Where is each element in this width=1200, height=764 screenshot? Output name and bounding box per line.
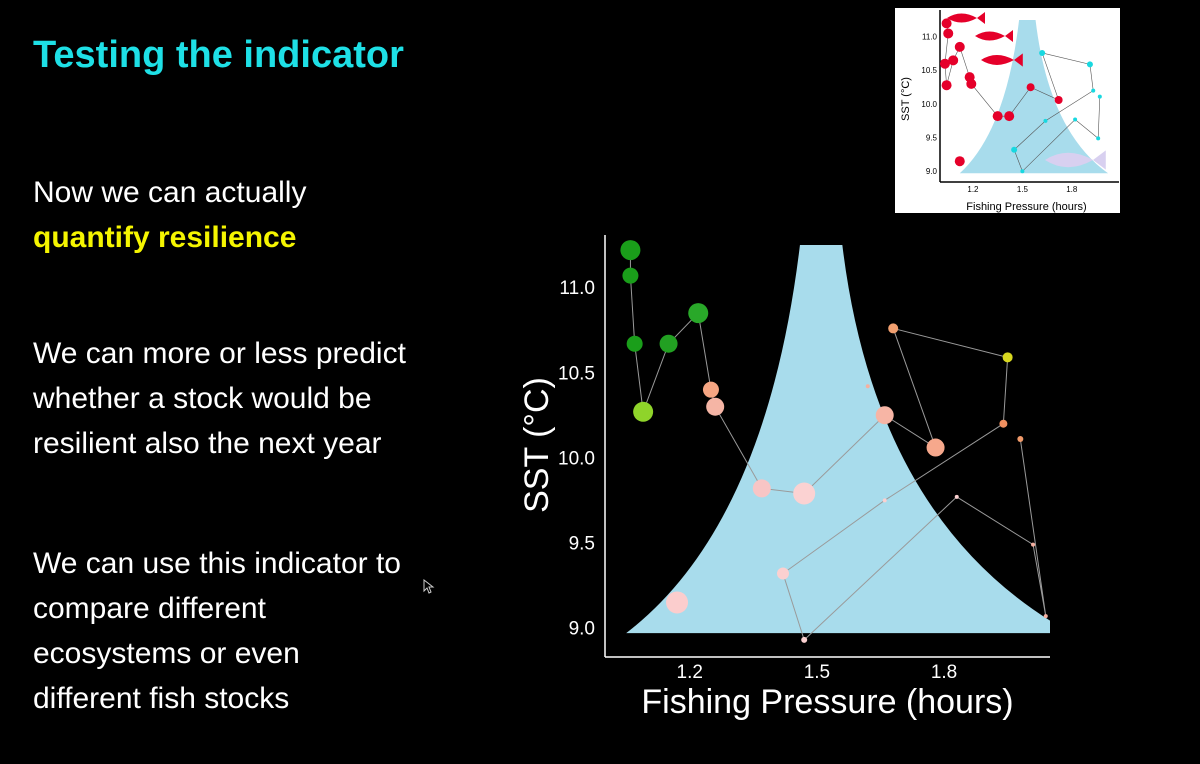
data-point xyxy=(992,111,1003,122)
fish-body xyxy=(981,53,1023,67)
data-point xyxy=(1004,111,1015,122)
fish-icon xyxy=(975,30,1013,42)
data-point xyxy=(688,303,709,324)
data-point xyxy=(777,567,789,580)
data-point xyxy=(801,636,808,643)
data-point xyxy=(706,397,725,416)
y-tick-label: 9.5 xyxy=(569,534,595,555)
fish-icon xyxy=(947,12,985,24)
data-point xyxy=(1097,94,1102,99)
data-point xyxy=(941,80,952,91)
fish-icon xyxy=(1045,150,1106,170)
data-point xyxy=(1011,146,1018,153)
paragraph-line: We can use this indicator to xyxy=(33,547,401,580)
fish-body xyxy=(1045,150,1106,170)
data-point xyxy=(702,381,719,398)
safe-zone-area xyxy=(626,245,1050,634)
data-point xyxy=(865,384,870,389)
data-point xyxy=(954,41,965,52)
data-point xyxy=(620,240,641,261)
paragraph-quantify: Now we can actually quantify resilience xyxy=(33,170,306,260)
x-tick-label: 1.5 xyxy=(804,662,830,683)
y-tick-label: 10.0 xyxy=(921,100,937,109)
data-point xyxy=(752,479,771,498)
data-point xyxy=(1096,136,1101,141)
y-axis-label: SST (°C) xyxy=(518,377,556,513)
trajectory-line xyxy=(629,250,1047,641)
data-point xyxy=(948,55,959,66)
y-tick-label: 9.0 xyxy=(926,167,938,176)
data-point xyxy=(633,401,654,422)
data-point xyxy=(622,267,639,284)
data-point xyxy=(954,156,965,167)
data-point xyxy=(1039,49,1046,56)
data-point xyxy=(941,18,952,29)
x-tick-label: 1.8 xyxy=(1066,185,1078,194)
data-point xyxy=(1026,83,1035,92)
mouse-cursor-icon xyxy=(423,579,435,594)
paragraph-line: Now we can actually xyxy=(33,176,307,209)
data-point xyxy=(626,335,643,352)
data-point xyxy=(943,28,954,39)
data-point xyxy=(1017,436,1024,443)
paragraph-line: different fish stocks xyxy=(33,682,290,715)
data-point xyxy=(1002,352,1013,363)
x-tick-label: 1.8 xyxy=(931,662,957,683)
data-point xyxy=(666,591,689,614)
data-point xyxy=(999,419,1008,428)
data-point xyxy=(1031,542,1036,547)
fish-body xyxy=(975,30,1013,42)
data-point xyxy=(882,498,887,503)
data-point xyxy=(659,334,678,353)
paragraph-predict: We can more or less predict whether a st… xyxy=(33,331,406,466)
paragraph-compare: We can use this indicator to compare dif… xyxy=(33,541,401,721)
data-point xyxy=(888,323,899,334)
x-axis-label: Fishing Pressure (hours) xyxy=(966,201,1086,213)
data-point xyxy=(1054,96,1063,105)
paragraph-line: ecosystems or even xyxy=(33,637,300,670)
data-point xyxy=(939,58,950,69)
x-tick-label: 1.2 xyxy=(967,185,979,194)
data-point xyxy=(926,438,945,457)
slide-title: Testing the indicator xyxy=(33,34,404,76)
x-tick-label: 1.5 xyxy=(1017,185,1029,194)
paragraph-line: compare different xyxy=(33,592,266,625)
y-tick-label: 10.0 xyxy=(558,448,595,469)
paragraph-line: whether a stock would be xyxy=(33,382,372,415)
y-tick-label: 9.0 xyxy=(569,619,595,640)
data-point xyxy=(1043,614,1048,619)
data-point xyxy=(1043,118,1048,123)
y-tick-label: 11.0 xyxy=(922,33,938,42)
data-point xyxy=(1091,88,1096,93)
x-axis-label: Fishing Pressure (hours) xyxy=(641,683,1013,721)
data-point xyxy=(793,482,816,505)
paragraph-line: We can more or less predict xyxy=(33,337,406,370)
y-tick-label: 10.5 xyxy=(558,363,595,384)
highlight-text: quantify resilience xyxy=(33,221,297,254)
data-point xyxy=(1086,61,1093,68)
y-axis-label: SST (°C) xyxy=(900,77,912,121)
paragraph-line: resilient also the next year xyxy=(33,427,382,460)
y-tick-label: 10.5 xyxy=(921,66,937,75)
safe-zone-area xyxy=(959,20,1109,174)
data-point xyxy=(875,406,894,425)
inset-chart: 9.0 9.5 10.0 10.5 11.0 1.2 1.5 1.8 Fishing Press… xyxy=(895,8,1120,213)
data-point xyxy=(954,494,959,499)
y-tick-label: 9.5 xyxy=(926,133,938,142)
data-point xyxy=(966,78,977,89)
y-tick-label: 11.0 xyxy=(559,278,595,299)
data-point xyxy=(1020,169,1025,174)
fish-body xyxy=(947,12,985,24)
data-point xyxy=(1073,117,1078,122)
x-tick-label: 1.2 xyxy=(677,662,703,683)
fish-icon xyxy=(981,53,1023,67)
